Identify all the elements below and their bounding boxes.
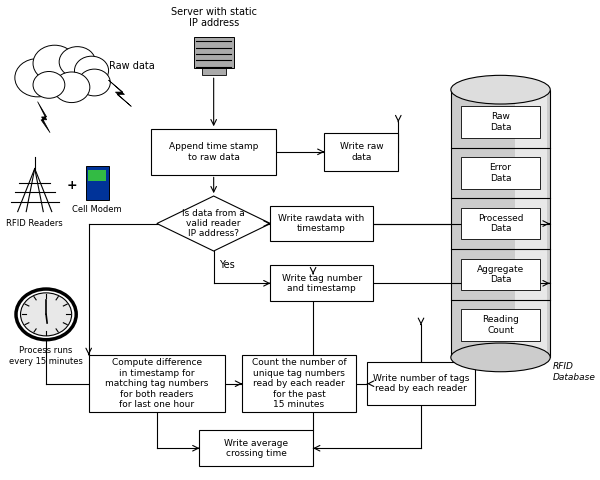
Text: Processed
Data: Processed Data	[478, 214, 523, 233]
Text: Is data from a
valid reader
IP address?: Is data from a valid reader IP address?	[182, 209, 245, 239]
FancyBboxPatch shape	[461, 157, 541, 189]
FancyBboxPatch shape	[89, 355, 225, 412]
Circle shape	[15, 59, 60, 97]
Ellipse shape	[451, 75, 550, 104]
FancyBboxPatch shape	[271, 265, 373, 301]
Text: Raw data: Raw data	[109, 61, 154, 71]
Polygon shape	[109, 80, 131, 107]
Text: Write rawdata with
timestamp: Write rawdata with timestamp	[278, 214, 365, 233]
Text: Write number of tags
read by each reader: Write number of tags read by each reader	[373, 374, 469, 394]
FancyBboxPatch shape	[151, 129, 276, 175]
Text: Write average
crossing time: Write average crossing time	[224, 439, 289, 458]
FancyBboxPatch shape	[325, 132, 398, 171]
FancyBboxPatch shape	[202, 69, 226, 75]
FancyBboxPatch shape	[194, 37, 233, 69]
FancyBboxPatch shape	[367, 362, 475, 405]
Circle shape	[53, 72, 90, 103]
Text: Aggregate
Data: Aggregate Data	[477, 264, 524, 284]
Circle shape	[79, 69, 110, 96]
FancyBboxPatch shape	[461, 309, 541, 341]
FancyBboxPatch shape	[88, 170, 106, 180]
Text: Write raw
data: Write raw data	[340, 142, 383, 162]
Text: No: No	[277, 209, 290, 219]
Polygon shape	[157, 196, 271, 251]
Polygon shape	[38, 102, 50, 132]
FancyBboxPatch shape	[461, 208, 541, 239]
FancyBboxPatch shape	[86, 166, 109, 200]
Text: Count the number of
unique tag numbers
read by each reader
for the past
15 minut: Count the number of unique tag numbers r…	[251, 359, 346, 409]
Text: Reading
Count: Reading Count	[482, 315, 519, 335]
FancyBboxPatch shape	[451, 90, 550, 358]
Text: RFID
Database: RFID Database	[553, 362, 596, 382]
Circle shape	[16, 289, 76, 340]
Ellipse shape	[451, 343, 550, 372]
Text: Compute difference
in timestamp for
matching tag numbers
for both readers
for la: Compute difference in timestamp for matc…	[105, 359, 209, 409]
Text: Cell Modem: Cell Modem	[73, 205, 122, 215]
Circle shape	[33, 45, 76, 82]
Text: RFID Readers: RFID Readers	[7, 219, 63, 228]
FancyBboxPatch shape	[515, 90, 547, 358]
Circle shape	[74, 56, 109, 85]
Text: Process runs
every 15 minutes: Process runs every 15 minutes	[9, 347, 83, 366]
Text: Yes: Yes	[220, 260, 235, 270]
FancyBboxPatch shape	[199, 430, 313, 466]
Text: Error
Data: Error Data	[490, 163, 512, 182]
Text: Raw
Data: Raw Data	[490, 112, 511, 132]
FancyBboxPatch shape	[242, 355, 356, 412]
FancyBboxPatch shape	[461, 107, 541, 138]
Text: +: +	[67, 179, 77, 192]
FancyBboxPatch shape	[271, 205, 373, 241]
Circle shape	[59, 47, 95, 77]
Text: Append time stamp
to raw data: Append time stamp to raw data	[169, 142, 259, 162]
Circle shape	[20, 293, 71, 336]
FancyBboxPatch shape	[461, 259, 541, 290]
Text: Write tag number
and timestamp: Write tag number and timestamp	[281, 274, 362, 293]
Text: Server with static
IP address: Server with static IP address	[170, 7, 257, 28]
Circle shape	[33, 72, 65, 98]
